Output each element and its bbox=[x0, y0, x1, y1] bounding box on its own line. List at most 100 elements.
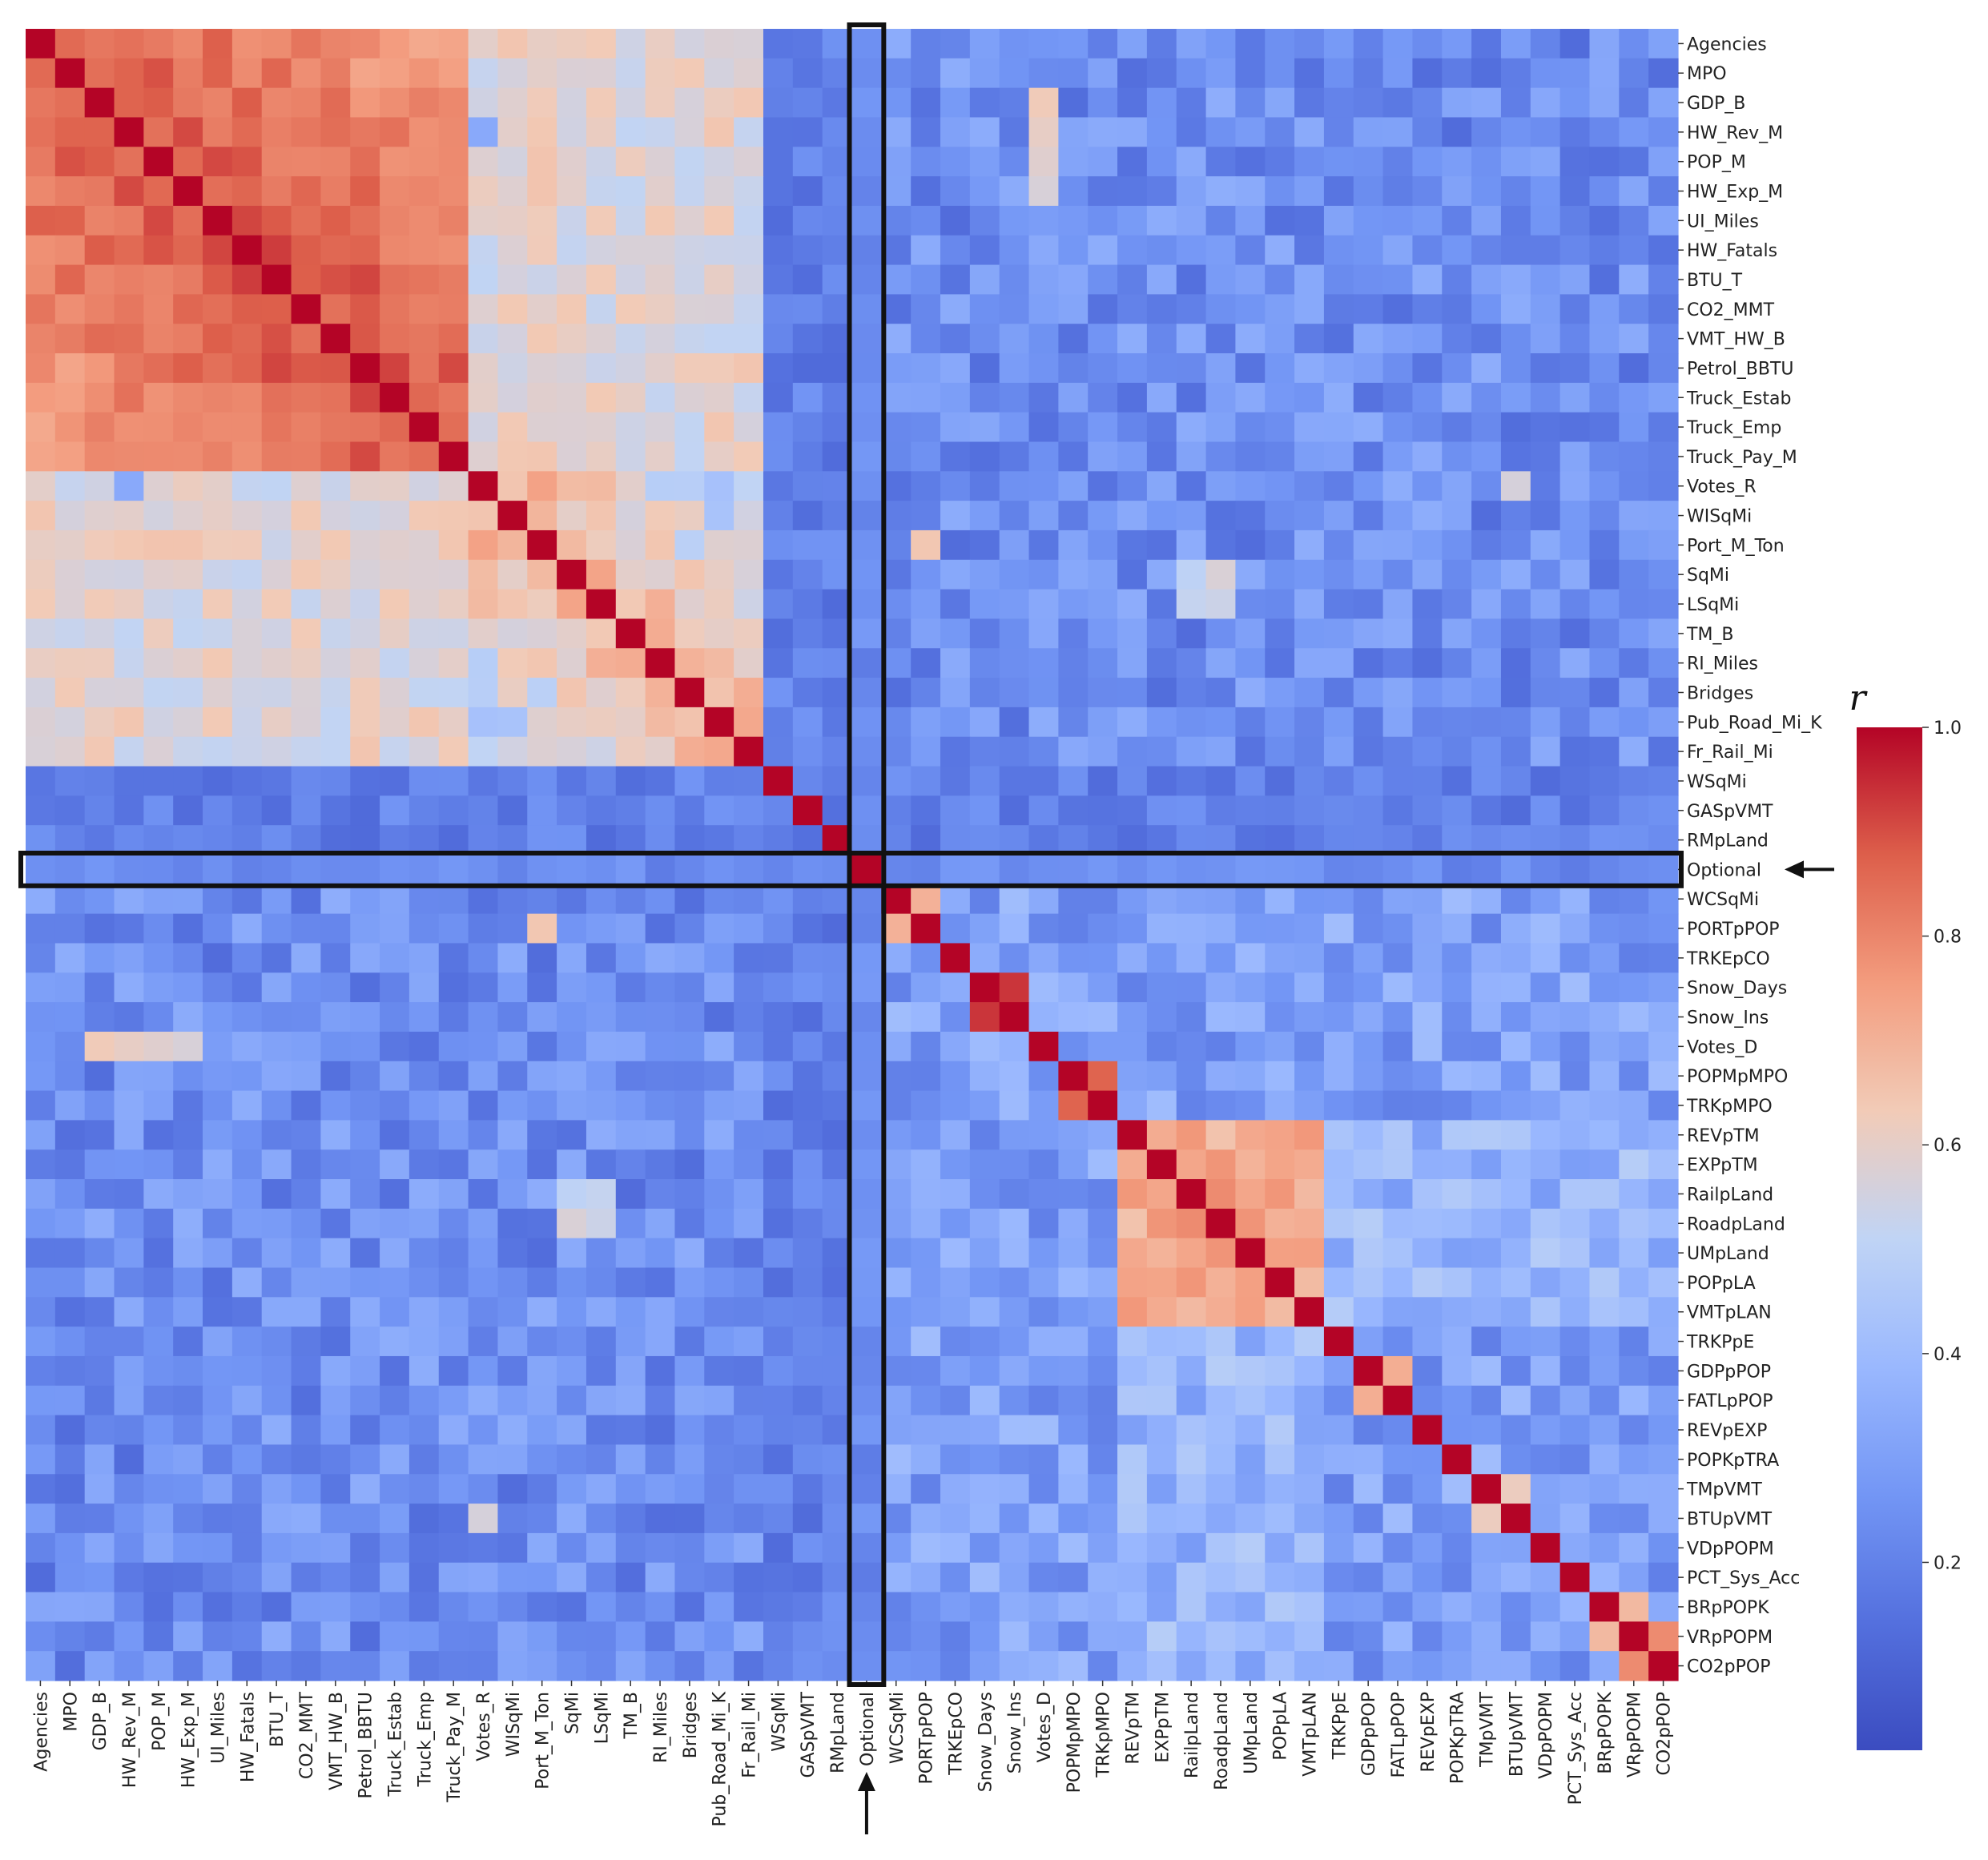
heatmap-cell bbox=[84, 1562, 115, 1593]
heatmap-cell bbox=[54, 324, 86, 354]
heatmap-cell bbox=[291, 589, 321, 620]
heatmap-cell bbox=[615, 972, 646, 1003]
heatmap-cell bbox=[792, 87, 823, 119]
heatmap-cell bbox=[1471, 1562, 1502, 1593]
heatmap-cell bbox=[586, 1385, 617, 1416]
heatmap-cell bbox=[291, 1592, 321, 1622]
heatmap-cell bbox=[497, 1651, 528, 1681]
heatmap-cell bbox=[1323, 264, 1354, 295]
heatmap-cell bbox=[1146, 87, 1177, 119]
heatmap-cell bbox=[674, 58, 705, 89]
x-tick-label: Votes_D bbox=[1035, 1692, 1055, 1762]
heatmap-cell bbox=[1442, 1297, 1472, 1327]
heatmap-cell bbox=[674, 1031, 705, 1062]
heatmap-cell bbox=[320, 1415, 351, 1446]
heatmap-cell bbox=[1146, 913, 1177, 944]
heatmap-cell bbox=[1235, 235, 1266, 266]
heatmap-cell bbox=[1442, 117, 1472, 147]
heatmap-cell bbox=[380, 736, 410, 767]
heatmap-cell bbox=[940, 766, 971, 796]
heatmap-cell bbox=[203, 205, 233, 236]
heatmap-cell bbox=[1500, 1562, 1531, 1593]
heatmap-cell bbox=[1265, 825, 1295, 856]
heatmap-cell bbox=[527, 1090, 557, 1121]
heatmap-cell bbox=[557, 353, 587, 384]
heatmap-cell bbox=[231, 58, 263, 89]
heatmap-cell bbox=[1500, 972, 1531, 1003]
heatmap-cell bbox=[586, 176, 617, 207]
heatmap-cell bbox=[527, 176, 557, 207]
heatmap-cell bbox=[1028, 264, 1059, 295]
heatmap-cell bbox=[438, 1208, 469, 1239]
heatmap-cell bbox=[438, 1385, 469, 1416]
heatmap-cell bbox=[54, 1621, 86, 1652]
heatmap-cell bbox=[203, 471, 233, 501]
x-tick-label: Port_M_Ton bbox=[533, 1692, 553, 1790]
heatmap-cell bbox=[969, 294, 1000, 324]
heatmap-cell bbox=[1028, 1031, 1059, 1062]
heatmap-cell bbox=[380, 766, 410, 796]
heatmap-cell bbox=[350, 1504, 380, 1534]
heatmap-cell bbox=[851, 1504, 882, 1534]
heatmap-cell bbox=[645, 707, 676, 738]
heatmap-cell bbox=[380, 324, 410, 354]
heatmap-cell bbox=[1265, 589, 1295, 620]
heatmap-cell bbox=[380, 382, 410, 413]
heatmap-cell bbox=[497, 707, 528, 738]
y-tick-label: Petrol_BBTU bbox=[1687, 359, 1794, 379]
heatmap-cell bbox=[1088, 1504, 1118, 1534]
heatmap-cell bbox=[1028, 1002, 1059, 1033]
heatmap-cell bbox=[851, 441, 882, 472]
heatmap-cell bbox=[438, 1267, 469, 1298]
heatmap-cell bbox=[203, 707, 233, 738]
heatmap-cell bbox=[527, 382, 557, 413]
heatmap-cell bbox=[143, 471, 174, 501]
heatmap-cell bbox=[1559, 1090, 1591, 1121]
heatmap-cell bbox=[911, 1415, 941, 1446]
heatmap-cell bbox=[792, 1238, 823, 1269]
x-tick-label: HW_Fatals bbox=[238, 1692, 258, 1782]
heatmap-cell bbox=[231, 589, 263, 620]
y-tick-label: Bridges bbox=[1687, 683, 1753, 703]
heatmap-cell bbox=[231, 1297, 263, 1327]
heatmap-cell bbox=[1619, 1504, 1649, 1534]
heatmap-cell bbox=[497, 1355, 528, 1387]
heatmap-cell bbox=[969, 618, 1000, 649]
heatmap-cell bbox=[468, 294, 499, 324]
heatmap-cell bbox=[1353, 1415, 1384, 1446]
heatmap-cell bbox=[26, 1238, 56, 1269]
heatmap-cell bbox=[350, 1208, 380, 1239]
heatmap-cell bbox=[911, 58, 941, 89]
heatmap-cell bbox=[940, 87, 971, 119]
heatmap-cell bbox=[1088, 1208, 1118, 1239]
heatmap-cell bbox=[114, 795, 144, 826]
heatmap-cell bbox=[1058, 235, 1089, 266]
heatmap-cell bbox=[999, 1179, 1030, 1210]
heatmap-cell bbox=[851, 1120, 882, 1150]
heatmap-cell bbox=[911, 736, 941, 767]
heatmap-cell bbox=[1559, 1327, 1591, 1357]
heatmap-cell bbox=[320, 943, 351, 973]
heatmap-cell bbox=[438, 825, 469, 856]
heatmap-cell bbox=[881, 529, 912, 561]
heatmap-cell bbox=[114, 1208, 144, 1239]
heatmap-cell bbox=[26, 678, 56, 708]
heatmap-cell bbox=[203, 29, 233, 59]
heatmap-cell bbox=[1648, 766, 1679, 796]
heatmap-cell bbox=[1412, 1031, 1443, 1062]
heatmap-cell bbox=[734, 471, 764, 501]
heatmap-cell bbox=[1323, 205, 1354, 236]
heatmap-cell bbox=[586, 1621, 617, 1652]
heatmap-cell bbox=[999, 1474, 1030, 1504]
heatmap-cell bbox=[1323, 235, 1354, 266]
y-tick-label: PCT_Sys_Acc bbox=[1687, 1568, 1800, 1588]
heatmap-cell bbox=[1058, 1474, 1089, 1504]
heatmap-cell bbox=[1382, 618, 1414, 649]
heatmap-cell bbox=[1382, 1120, 1414, 1150]
heatmap-cell bbox=[527, 87, 557, 119]
heatmap-cell bbox=[1530, 1031, 1561, 1062]
heatmap-cell bbox=[231, 412, 263, 443]
x-tick-label: CO2_MMT bbox=[297, 1691, 317, 1779]
heatmap-cell bbox=[84, 1149, 115, 1180]
heatmap-cell bbox=[1648, 1149, 1679, 1180]
